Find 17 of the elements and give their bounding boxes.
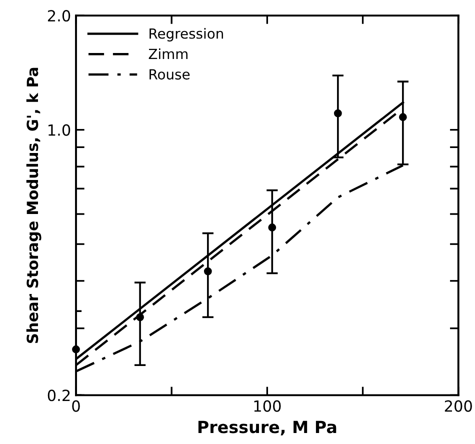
point (136, 313, 144, 322)
x-tick-label: 0 (72, 400, 80, 412)
point (204, 267, 212, 276)
y-axis-title: Shear Storage Modulus, G', k Pa (26, 68, 42, 343)
x-axis-title: Pressure, M Pa (198, 420, 336, 436)
y-tick-label: 0.2 (48, 390, 70, 402)
y-tick-label: 2.0 (48, 10, 70, 22)
point (398, 113, 407, 122)
point (334, 109, 342, 118)
legend-label: Rouse (150, 69, 190, 80)
y-tick-label: 1.0 (48, 124, 70, 136)
legend-label: Zimm (148, 48, 188, 59)
point (268, 224, 276, 232)
legend-label: Regression (150, 28, 224, 42)
x-tick-label: 200 (444, 400, 472, 412)
point (72, 345, 80, 354)
x-tick-label: 100 (254, 400, 281, 412)
